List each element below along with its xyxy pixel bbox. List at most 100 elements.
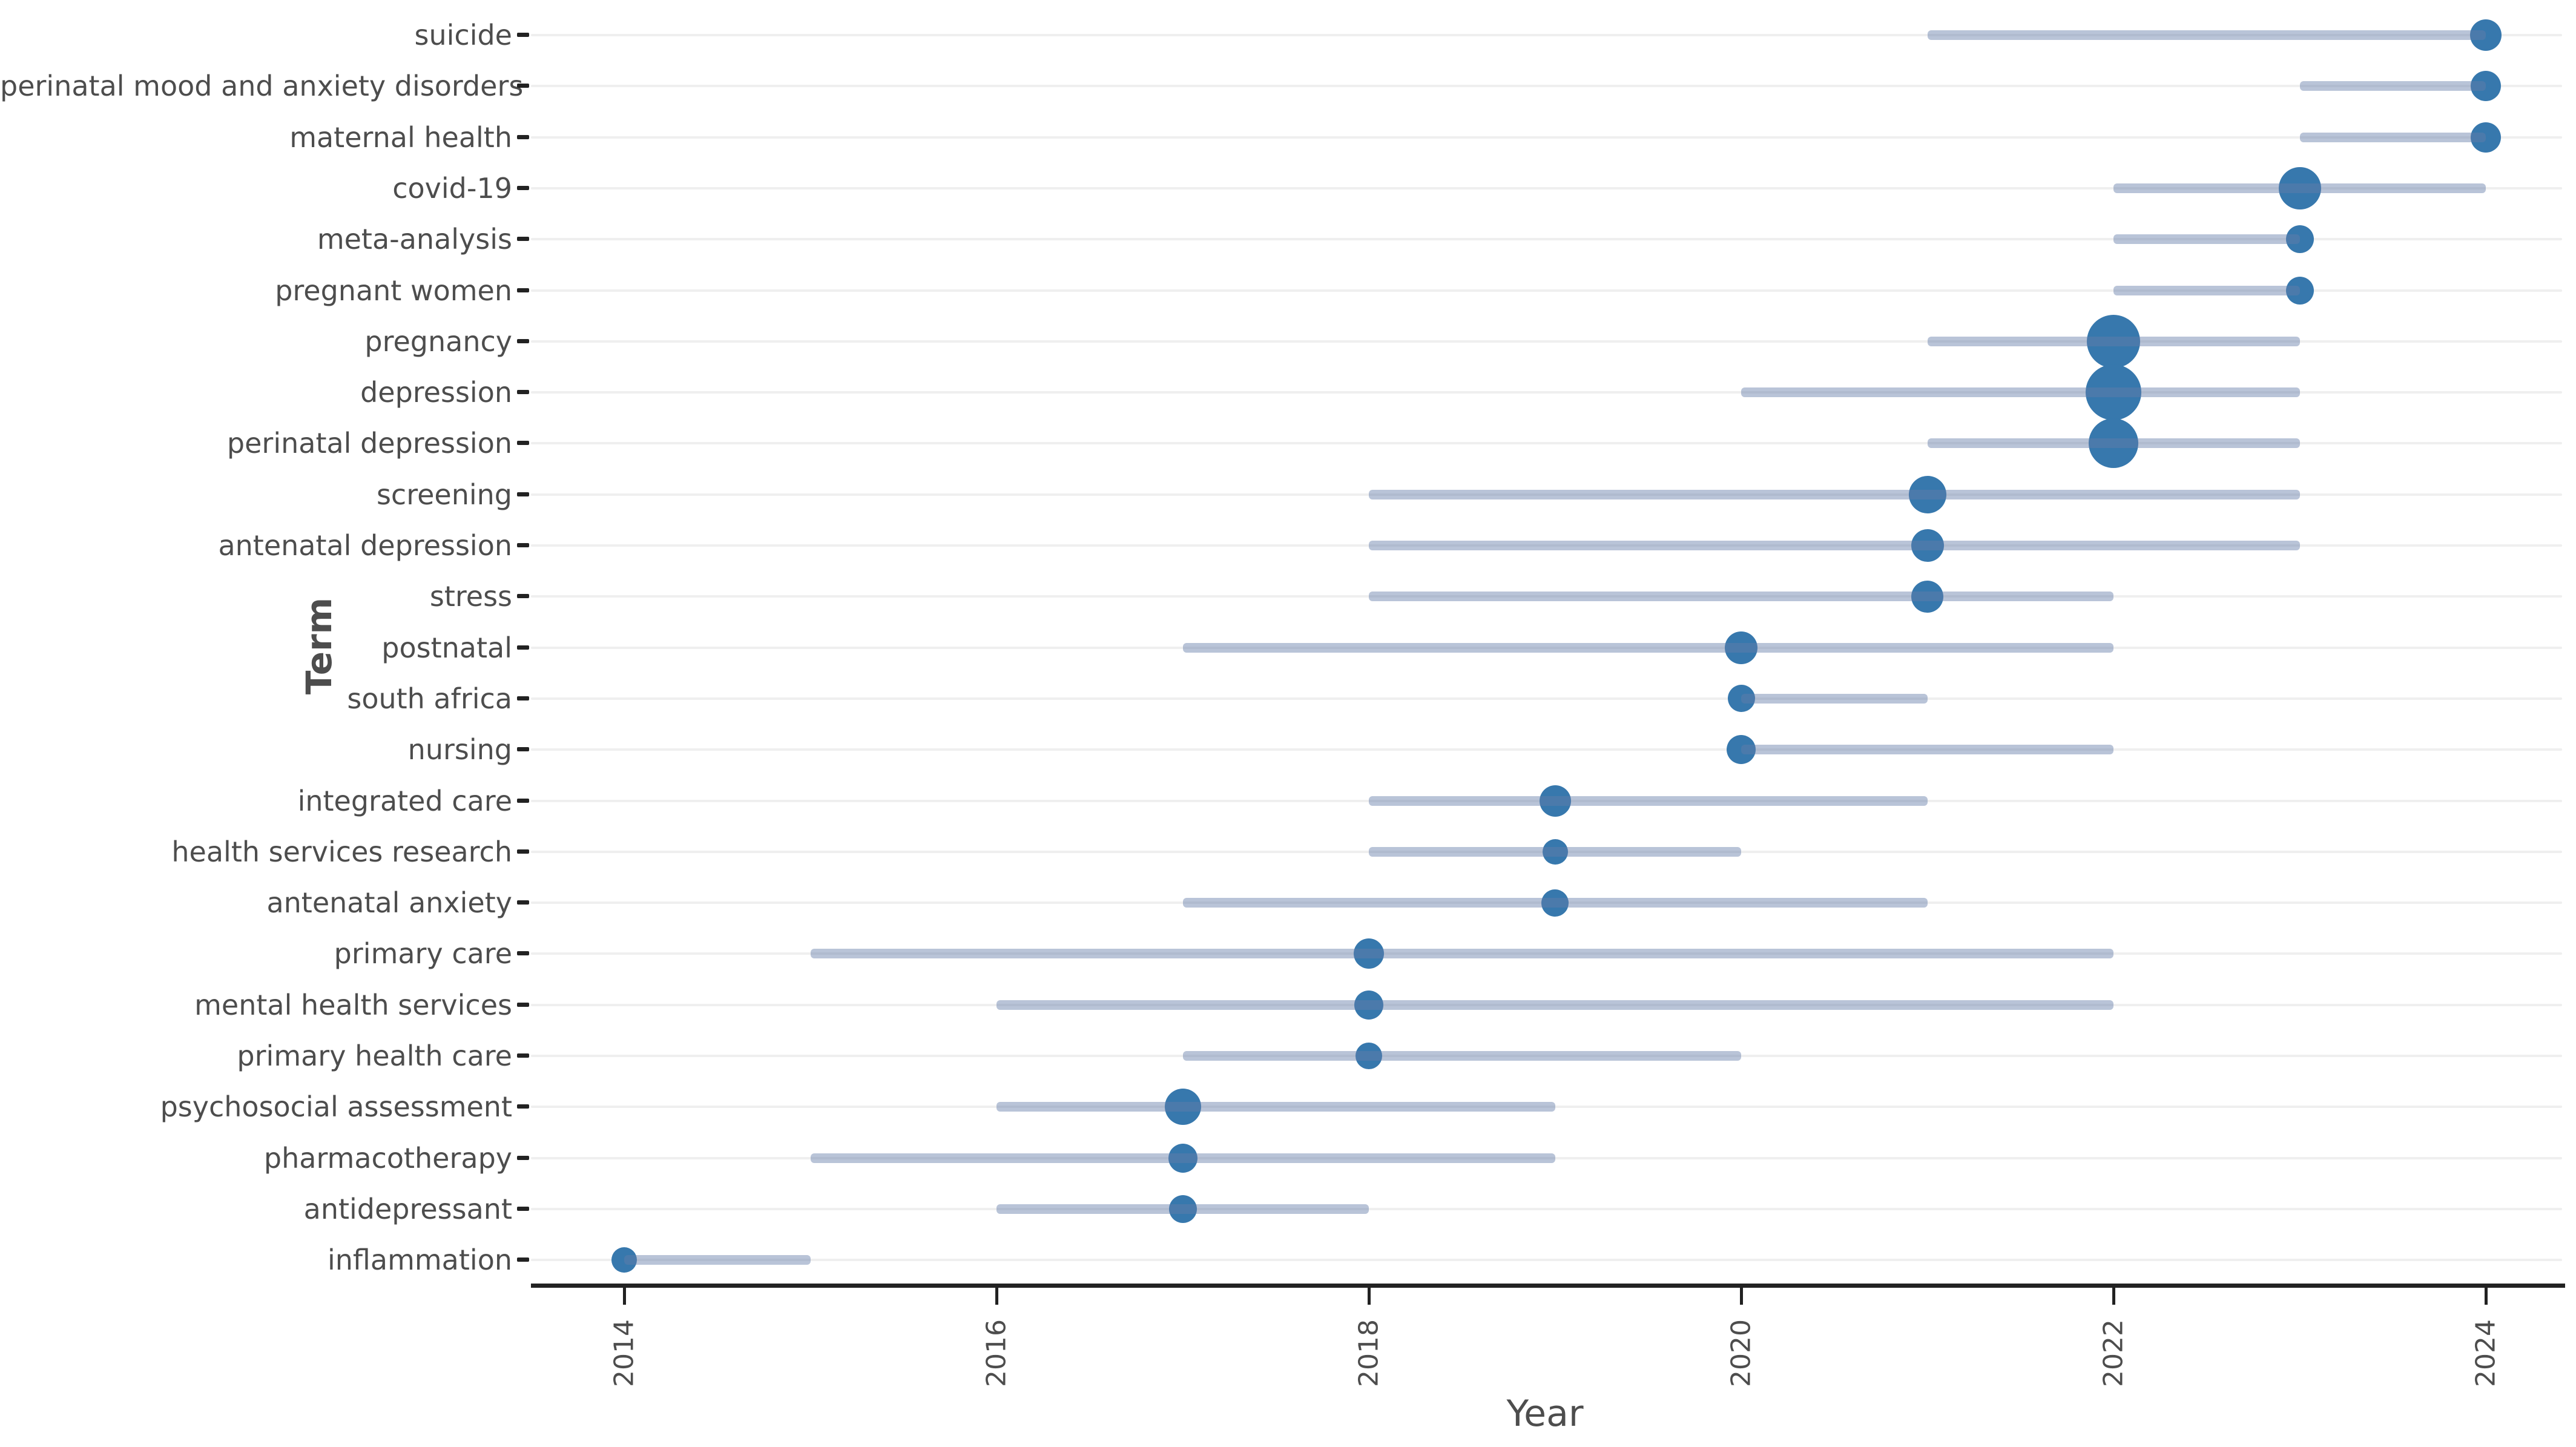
row-gridline (531, 1207, 2562, 1210)
term-label: depression (360, 376, 512, 409)
term-label: mental health services (194, 988, 512, 1021)
term-range-line (2113, 285, 2300, 295)
x-axis-tick (995, 1288, 998, 1305)
y-axis-title: Term (298, 597, 340, 695)
term-range-line (1369, 489, 2300, 499)
x-axis-tick (2485, 1288, 2488, 1305)
row-gridline (531, 697, 2562, 700)
row-gridline (531, 340, 2562, 343)
row-gridline (531, 1106, 2562, 1109)
term-label: primary care (334, 937, 512, 971)
term-range-line (624, 1255, 811, 1265)
term-dot (2471, 71, 2501, 102)
term-range-line (2113, 183, 2486, 193)
term-label: psychosocial assessment (160, 1090, 512, 1124)
row-gridline (531, 544, 2562, 547)
term-dot (2285, 276, 2314, 305)
term-dot (1354, 938, 1384, 969)
term-range-line (1741, 745, 2113, 755)
row-gridline (531, 85, 2562, 88)
term-range-line (1741, 387, 2300, 398)
row-gridline (531, 1003, 2562, 1006)
term-dot (1541, 889, 1569, 917)
row-gridline (531, 391, 2562, 394)
term-label: primary health care (237, 1040, 512, 1072)
term-label: integrated care (297, 784, 512, 817)
term-dot (1725, 631, 1757, 664)
term-dot (1354, 990, 1383, 1020)
term-range-line (1927, 336, 2300, 346)
term-label: maternal health (289, 120, 512, 154)
term-dot (2285, 225, 2314, 254)
term-label: pregnancy (364, 325, 512, 358)
row-gridline (531, 442, 2562, 445)
term-label: pregnant women (275, 274, 512, 307)
term-range-line (1369, 541, 2300, 550)
term-dot (1356, 1043, 1382, 1069)
term-range-line (810, 949, 2113, 959)
term-dot (2089, 418, 2138, 469)
term-dot (1727, 735, 1756, 765)
term-label: nursing (407, 733, 512, 766)
x-tick-label: 2024 (2470, 1319, 2502, 1387)
term-label: pharmacotherapy (263, 1141, 512, 1175)
term-range-line (996, 1102, 1555, 1112)
term-label: perinatal mood and anxiety disorders (0, 70, 524, 103)
row-gridline (531, 595, 2562, 598)
term-dot (1539, 785, 1571, 817)
term-range-line (1927, 438, 2300, 449)
term-dot (1908, 475, 1946, 513)
term-dot (1168, 1195, 1197, 1223)
x-tick-label: 2014 (608, 1319, 640, 1387)
term-dot (1542, 839, 1568, 865)
y-axis-tick (517, 543, 529, 547)
y-axis-tick (517, 1155, 529, 1160)
term-dot (611, 1247, 637, 1273)
term-dot (1911, 580, 1943, 613)
term-range-line (996, 1000, 2113, 1010)
term-label: stress (429, 580, 512, 613)
x-tick-label: 2016 (981, 1319, 1012, 1387)
term-range-line (1369, 796, 1928, 806)
term-range-line (1369, 592, 2113, 602)
y-axis-tick (517, 798, 529, 803)
y-axis-tick (517, 1002, 529, 1007)
y-axis-tick (517, 1053, 529, 1058)
row-gridline (531, 748, 2562, 751)
term-dot (2086, 364, 2141, 421)
term-label: antenatal depression (218, 529, 512, 562)
term-range-line (2299, 132, 2486, 142)
term-label: screening (376, 478, 512, 511)
term-label: antenatal anxiety (266, 886, 512, 920)
row-gridline (531, 289, 2562, 292)
y-axis-tick (517, 594, 529, 599)
y-axis-tick (517, 900, 529, 905)
term-range-line (1369, 846, 1741, 857)
y-axis-tick (517, 1104, 529, 1109)
term-range-line (996, 1204, 1369, 1214)
term-range-line (2299, 81, 2486, 91)
x-axis-tick (623, 1288, 626, 1305)
y-axis-tick (517, 951, 529, 956)
term-dot (2087, 314, 2140, 368)
term-label: suicide (414, 19, 512, 51)
row-gridline (531, 186, 2562, 190)
term-dot (1168, 1143, 1197, 1173)
row-gridline (531, 136, 2562, 139)
term-label: meta-analysis (317, 223, 512, 256)
term-label: antidepressant (303, 1192, 512, 1225)
x-axis-tick (1740, 1288, 1743, 1305)
term-range-line (810, 1153, 1555, 1163)
x-tick-label: 2020 (1725, 1319, 1757, 1387)
row-gridline (531, 34, 2562, 36)
x-axis-line (531, 1284, 2565, 1288)
term-range-line (1927, 30, 2486, 40)
y-axis-tick (517, 1257, 529, 1262)
term-label: inflammation (327, 1244, 512, 1277)
term-dot (1727, 685, 1755, 713)
term-dot (2278, 166, 2321, 209)
row-gridline (531, 646, 2562, 649)
term-range-line (1741, 693, 1928, 704)
term-range-line (2113, 234, 2300, 245)
